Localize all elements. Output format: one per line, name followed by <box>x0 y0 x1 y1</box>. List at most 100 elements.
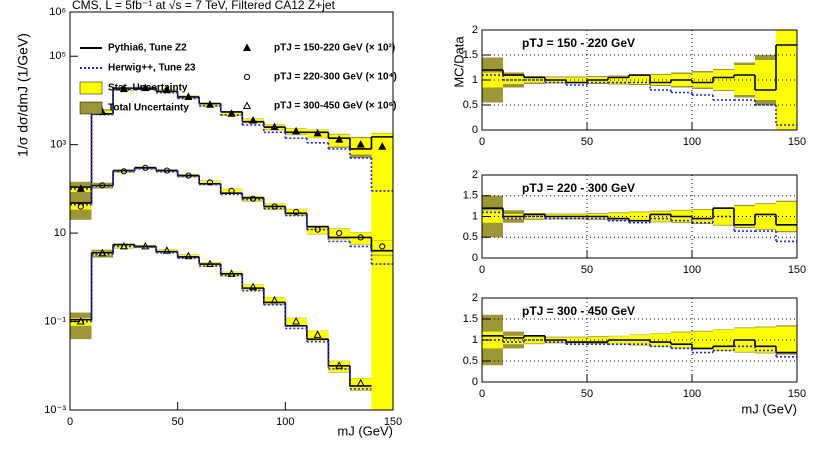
y-tick-label: 10⁻³ <box>44 404 66 416</box>
x-tick-label: 150 <box>788 264 806 276</box>
stat-band <box>650 333 671 347</box>
y-tick-label: 1.5 <box>463 190 478 202</box>
frame <box>69 11 394 411</box>
stat-band <box>70 203 92 210</box>
stat-band <box>328 228 350 239</box>
x-tick-label: 100 <box>683 136 701 148</box>
stat-band <box>566 337 587 343</box>
data-point <box>313 330 322 338</box>
stat-band <box>349 378 372 391</box>
y-tick-label: 1 <box>472 74 478 86</box>
panel-label: pTJ = 150 - 220 GeV <box>522 36 635 50</box>
y-tick-label: 1 <box>472 334 478 346</box>
data-point <box>335 361 344 369</box>
data-point <box>379 243 386 250</box>
legend-swatch <box>79 81 103 95</box>
stat-band <box>713 329 734 351</box>
x-tick-label: 150 <box>788 388 806 400</box>
data-point <box>249 195 257 202</box>
data-point <box>141 83 150 92</box>
data-point <box>313 128 322 137</box>
data-point <box>77 203 84 210</box>
stat-band <box>199 180 221 185</box>
data-point <box>184 92 193 100</box>
plot-area <box>70 83 393 410</box>
data-point <box>242 101 252 109</box>
y-tick-label: 2 <box>472 169 478 181</box>
x-tick-label: 50 <box>581 136 593 148</box>
chart-title: CMS, L = 5fb⁻¹ at √s = 7 TeV, Filtered C… <box>72 0 336 12</box>
x-tick-label: 50 <box>581 388 593 400</box>
stat-band <box>156 249 178 252</box>
x-tick-label: 0 <box>67 416 73 428</box>
stat-band <box>629 76 650 84</box>
legend-swatch <box>79 101 103 115</box>
x-tick-label: 100 <box>276 416 294 428</box>
x-axis-label: mJ (GeV) <box>741 401 797 416</box>
data-point <box>314 226 321 233</box>
y-tick-label: 10⁻¹ <box>44 315 66 327</box>
stat-band <box>285 209 307 216</box>
data-point <box>356 378 365 387</box>
y-tick-label: 10 <box>54 227 66 239</box>
frame <box>481 297 798 383</box>
stat-band <box>713 208 734 225</box>
panel-label: pTJ = 300 - 450 GeV <box>522 304 635 318</box>
legend-label: Stat. Uncertainty <box>108 83 188 94</box>
y-tick-label: 0.5 <box>463 231 478 243</box>
x-tick-label: 50 <box>581 264 593 276</box>
y-tick-label: 10⁶ <box>49 6 66 18</box>
data-point <box>228 187 235 195</box>
data-point <box>76 184 85 192</box>
data-point <box>378 142 387 150</box>
data-point <box>292 316 301 325</box>
y-tick-label: 0.5 <box>463 355 478 367</box>
data-point <box>242 43 252 51</box>
data-point <box>335 135 344 143</box>
data-point <box>356 140 365 148</box>
x-tick-label: 150 <box>788 136 806 148</box>
stat-band <box>503 335 524 345</box>
stat-band <box>371 133 393 410</box>
stat-band <box>734 206 755 227</box>
stat-band <box>306 330 329 341</box>
y-tick-label: 2 <box>472 292 478 304</box>
data-point <box>141 241 150 250</box>
stat-band <box>482 72 503 88</box>
stat-band <box>306 226 329 234</box>
y-axis-label: 1/σ dσ/dmJ (1/GeV) <box>15 33 31 157</box>
plot-area <box>482 195 797 243</box>
stat-band <box>503 76 524 84</box>
data-point <box>292 126 301 135</box>
data-point <box>206 179 214 186</box>
stat-band <box>734 65 755 95</box>
data-point <box>227 109 236 117</box>
data-point <box>205 259 215 268</box>
x-tick-label: 0 <box>479 388 485 400</box>
x-tick-label: 0 <box>479 136 485 148</box>
legend-label: pTJ = 150-220 GeV (× 10²) <box>274 43 395 54</box>
y-tick-label: 1.5 <box>463 313 478 325</box>
data-point <box>142 164 149 171</box>
stat-band <box>242 196 264 202</box>
legend-label: Pythia6, Tune Z2 <box>108 43 187 54</box>
data-point <box>120 168 127 175</box>
panel-label: pTJ = 220 - 300 GeV <box>522 181 635 195</box>
x-tick-label: 100 <box>683 264 701 276</box>
data-point <box>270 122 279 131</box>
stat-band <box>650 75 671 85</box>
data-point <box>184 251 193 260</box>
stat-band <box>113 244 135 249</box>
y-tick-label: 0 <box>472 376 478 388</box>
stat-band <box>587 337 608 343</box>
stat-band <box>220 189 243 193</box>
data-point <box>243 73 251 81</box>
data-point <box>248 116 258 124</box>
x-tick-label: 50 <box>172 416 184 428</box>
data-point <box>205 100 215 108</box>
data-point <box>336 230 343 237</box>
frame <box>481 29 798 131</box>
y-tick-label: 10³ <box>50 139 66 151</box>
stat-band <box>70 318 92 326</box>
